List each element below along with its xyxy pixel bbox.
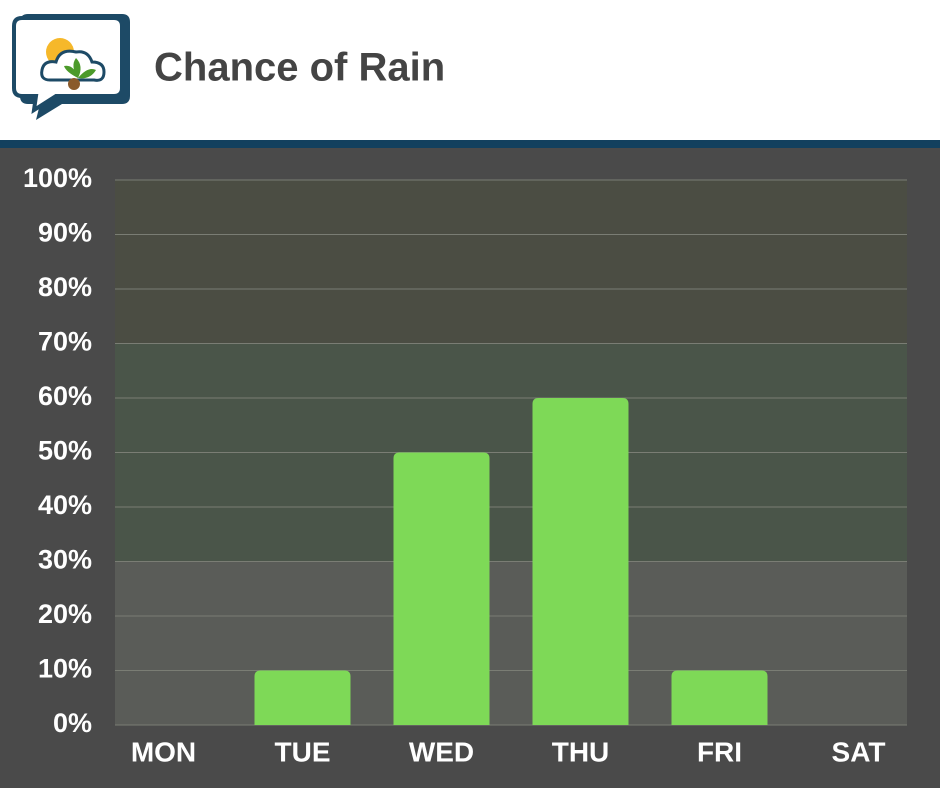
y-tick-label: 60% [38,381,92,411]
y-tick-label: 20% [38,599,92,629]
logo [12,14,130,120]
x-tick-label: TUE [275,736,331,767]
x-tick-label: WED [409,736,474,767]
x-tick-label: MON [131,736,196,767]
y-tick-label: 10% [38,654,92,684]
bar [393,452,490,725]
logo-leaf [64,58,96,79]
y-tick-label: 0% [53,708,92,738]
x-tick-label: FRI [697,736,742,767]
y-tick-label: 70% [38,327,92,357]
y-tick-label: 80% [38,272,92,302]
header-rule [0,140,940,148]
plot-band-top [115,180,907,344]
bar [671,670,768,725]
bar [254,670,351,725]
y-tick-label: 50% [38,436,92,466]
header-bg [0,0,940,140]
logo-seed [68,78,80,90]
x-tick-label: SAT [832,736,886,767]
y-tick-label: 90% [38,218,92,248]
y-tick-label: 40% [38,490,92,520]
chart-title: Chance of Rain [154,46,445,90]
y-tick-label: 100% [23,163,92,193]
x-tick-label: THU [552,736,610,767]
bar [532,398,629,725]
plot-band-bottom [115,562,907,725]
y-tick-label: 30% [38,545,92,575]
